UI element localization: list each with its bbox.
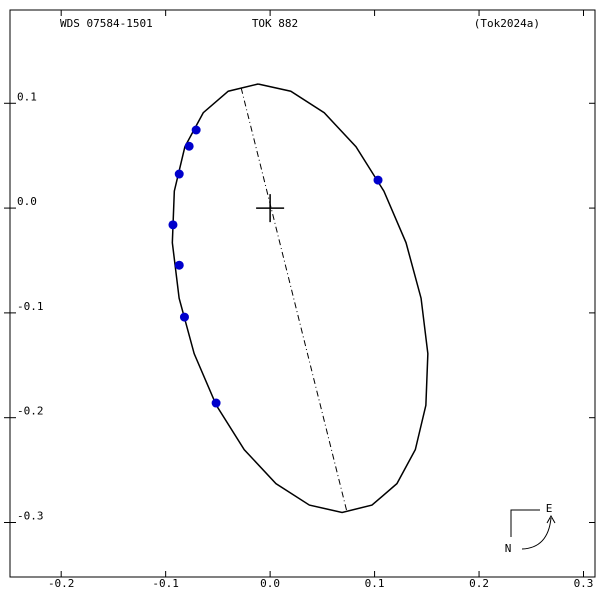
observation [174,169,184,179]
observation [168,220,178,230]
node-line [240,87,348,513]
x-tick-label: 0.3 [574,577,594,590]
y-tick-label: -0.3 [17,510,44,523]
compass-arrow [521,517,552,550]
y-tick-label: -0.1 [17,300,44,313]
compass-east: E [546,502,553,515]
compass-north: N [505,542,512,555]
observation [174,260,184,270]
chart-title: TOK 882 [252,17,298,30]
plot-frame [9,9,596,578]
chart-subtitle: WDS 07584-1501 [60,17,153,30]
y-tick-label: 0.1 [17,90,37,103]
x-tick-label: 0.2 [469,577,489,590]
primary-star [256,194,285,223]
observation [373,175,383,185]
compass-axes [510,509,540,537]
observation [179,312,189,322]
x-tick-label: -0.1 [152,577,179,590]
compass-arrowhead [546,514,556,524]
observation [184,141,194,151]
y-tick-label: -0.2 [17,405,44,418]
observation [211,398,221,408]
reference: (Tok2024a) [474,17,540,30]
x-tick-label: -0.2 [48,577,75,590]
x-tick-label: 0.1 [365,577,385,590]
x-tick-label: 0.0 [260,577,280,590]
observation [191,125,201,135]
orbit-ellipse [171,83,429,514]
compass: E N [505,502,556,555]
y-tick-label: 0.0 [17,195,37,208]
